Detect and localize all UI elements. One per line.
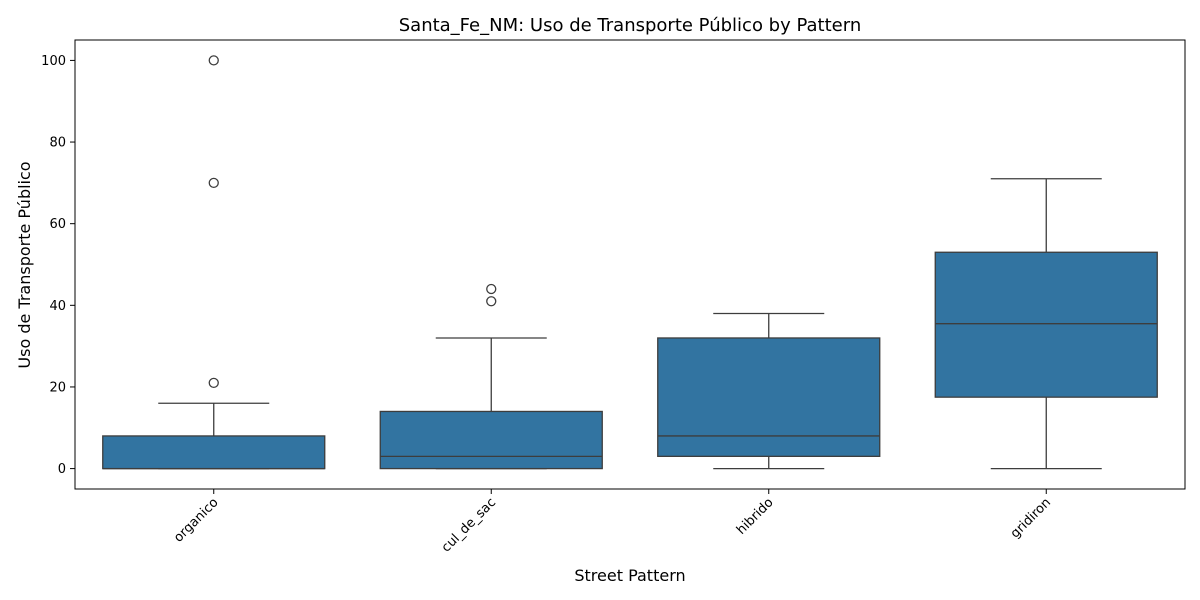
outlier-point-organico xyxy=(208,377,219,389)
y-tick-label: 100 xyxy=(41,54,66,69)
x-axis-label: Street Pattern xyxy=(574,566,685,585)
outlier-point-cul-de-sac xyxy=(486,296,497,307)
x-tick-label: hibrido xyxy=(734,495,777,538)
y-tick-label: 40 xyxy=(49,299,66,314)
y-axis-label: Uso de Transporte Público xyxy=(15,161,34,368)
y-tick-label: 0 xyxy=(58,462,66,477)
x-tick-label: organico xyxy=(171,495,221,545)
box-hibrido xyxy=(657,337,881,457)
box-gridiron xyxy=(934,251,1158,398)
chart-title: Santa_Fe_NM: Uso de Transporte Público b… xyxy=(399,15,862,36)
x-tick-label: gridiron xyxy=(1008,495,1054,541)
box-cul-de-sac xyxy=(379,410,603,470)
y-tick-label: 60 xyxy=(49,217,66,232)
y-tick-label: 20 xyxy=(49,380,66,395)
outlier-point-organico xyxy=(208,55,219,66)
x-tick-label: cul_de_sac xyxy=(439,495,499,555)
outlier-point-cul-de-sac xyxy=(486,283,497,295)
y-tick-label: 80 xyxy=(49,136,66,151)
box-organico xyxy=(102,435,326,470)
plot-area: 0 20 40 60 80 100 organico cul_de_sac hibrido gri… xyxy=(41,39,1186,555)
outlier-point-organico xyxy=(208,177,219,189)
plot-frame xyxy=(74,39,1186,490)
